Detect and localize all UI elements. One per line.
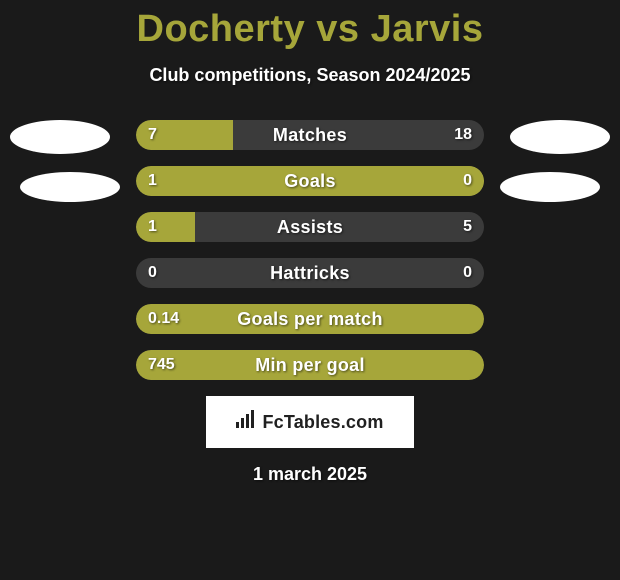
stat-label: Min per goal <box>136 350 484 380</box>
date-label: 1 march 2025 <box>0 464 620 485</box>
stat-value-right: 0 <box>463 166 472 196</box>
player-badge-right-1 <box>510 120 610 154</box>
stat-value-right: 18 <box>454 120 472 150</box>
stat-label: Assists <box>136 212 484 242</box>
brand-text: FcTables.com <box>262 412 383 433</box>
stat-bar: 1Assists5 <box>136 212 484 242</box>
player-badge-left-1 <box>10 120 110 154</box>
stat-label: Matches <box>136 120 484 150</box>
comparison-card: Docherty vs Jarvis Club competitions, Se… <box>0 0 620 580</box>
player-badge-left-2 <box>20 172 120 202</box>
page-subtitle: Club competitions, Season 2024/2025 <box>0 65 620 86</box>
stat-bars: 7Matches181Goals01Assists50Hattricks00.1… <box>136 120 484 380</box>
brand-box[interactable]: FcTables.com <box>206 396 414 448</box>
stat-label: Hattricks <box>136 258 484 288</box>
content-row: 7Matches181Goals01Assists50Hattricks00.1… <box>0 120 620 380</box>
stat-bar: 745Min per goal <box>136 350 484 380</box>
stat-label: Goals per match <box>136 304 484 334</box>
bars-icon <box>236 410 256 434</box>
stat-bar: 0Hattricks0 <box>136 258 484 288</box>
stat-bar: 1Goals0 <box>136 166 484 196</box>
page-title: Docherty vs Jarvis <box>0 0 620 51</box>
stat-bar: 7Matches18 <box>136 120 484 150</box>
stat-bar: 0.14Goals per match <box>136 304 484 334</box>
stat-label: Goals <box>136 166 484 196</box>
stat-value-right: 5 <box>463 212 472 242</box>
player-badge-right-2 <box>500 172 600 202</box>
stat-value-right: 0 <box>463 258 472 288</box>
